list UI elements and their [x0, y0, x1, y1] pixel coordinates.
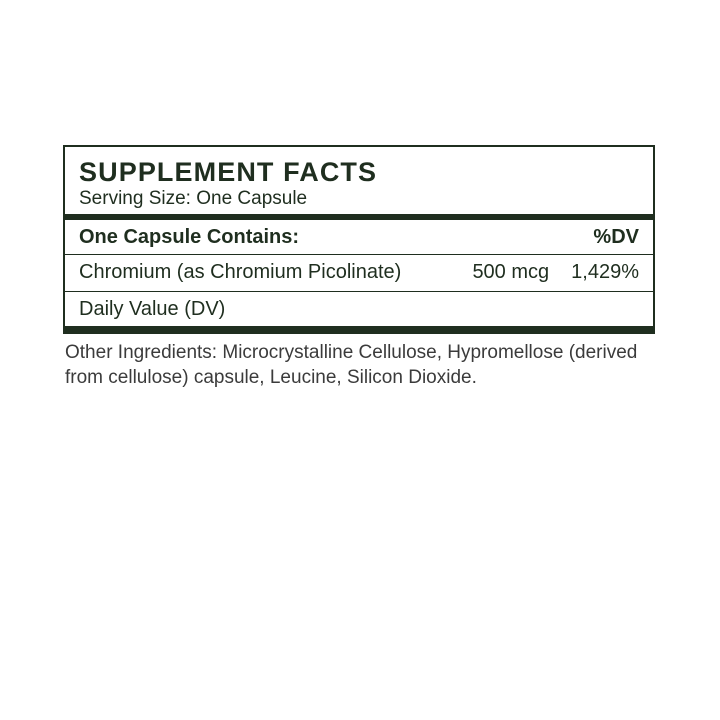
contains-label: One Capsule Contains:	[79, 226, 593, 249]
ingredient-amount: 500 mcg	[401, 261, 571, 284]
dv-footnote: Daily Value (DV)	[79, 292, 639, 326]
other-ingredients: Other Ingredients: Microcrystalline Cell…	[63, 341, 655, 390]
header-row: One Capsule Contains: %DV	[79, 220, 639, 254]
dv-header: %DV	[593, 226, 639, 249]
ingredient-row: Chromium (as Chromium Picolinate) 500 mc…	[79, 255, 639, 291]
panel-title: SUPPLEMENT FACTS	[79, 159, 639, 186]
serving-size: Serving Size: One Capsule	[79, 188, 639, 210]
ingredient-percent-dv: 1,429%	[571, 261, 639, 284]
supplement-facts-panel: SUPPLEMENT FACTS Serving Size: One Capsu…	[63, 145, 655, 334]
rule-thick-bottom	[65, 326, 653, 332]
ingredient-name: Chromium (as Chromium Picolinate)	[79, 261, 401, 284]
